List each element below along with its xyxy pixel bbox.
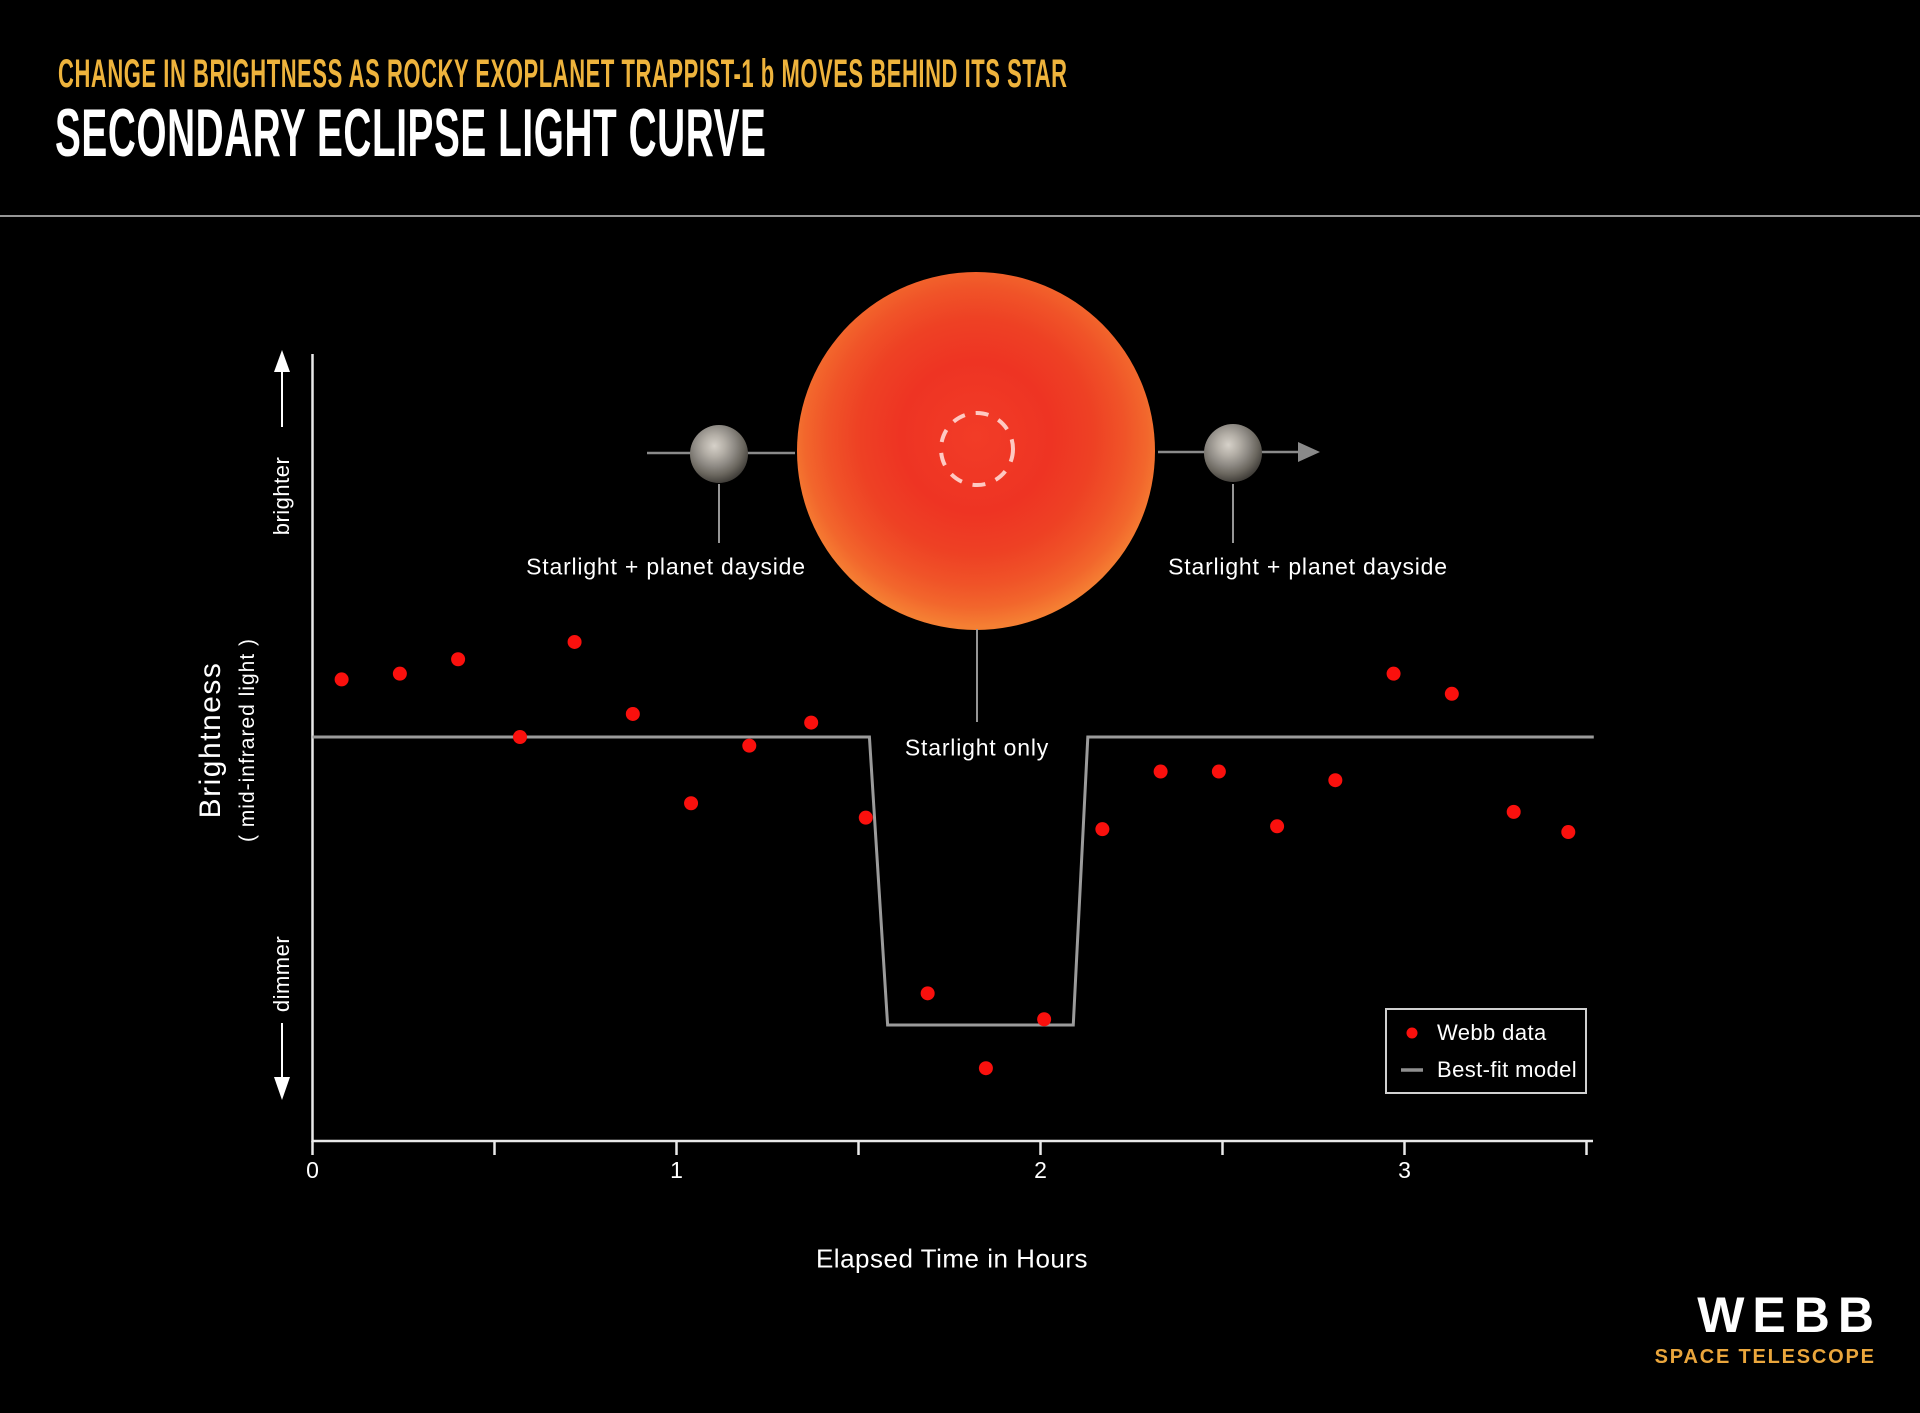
label-starlight-only: Starlight only [904, 734, 1050, 761]
webb-data-point [392, 666, 407, 681]
webb-data-point [1270, 819, 1285, 834]
webb-data-point [512, 730, 527, 744]
hidden-planet-dashed-circle-icon [939, 411, 1015, 487]
x-tick-label: 3 [1398, 1157, 1411, 1183]
webb-data-point [1506, 804, 1521, 819]
legend-item-webb-data: Webb data [1437, 1020, 1547, 1045]
webb-data-point [978, 1061, 993, 1076]
dimmer-arrow-icon [274, 1077, 290, 1100]
poster-title: SECONDARY ECLIPSE LIGHT CURVE [55, 95, 767, 171]
webb-data-point [334, 672, 349, 687]
webb-data-point [920, 986, 935, 1001]
webb-data-point [1153, 764, 1168, 779]
best-fit-model-line [312, 735, 1594, 1027]
webb-data-point [858, 810, 873, 825]
x-axis-title: Elapsed Time in Hours [815, 1243, 1089, 1274]
webb-data-point [1561, 825, 1576, 840]
x-tick-label: 0 [306, 1157, 319, 1183]
planet-left-icon [690, 425, 748, 483]
webb-data-point [567, 634, 582, 649]
y-axis-subtitle: ( mid-infrared light ) [236, 637, 259, 843]
webb-data-point [1095, 822, 1110, 837]
webb-data-point [684, 796, 699, 811]
legend-webb-dot-icon [1406, 1027, 1418, 1039]
webb-data-point [804, 715, 819, 730]
webb-data-point [742, 738, 757, 753]
webb-logo-title: WEBB [1697, 1287, 1882, 1343]
webb-logo-subtitle: SPACE TELESCOPE [1654, 1346, 1876, 1368]
legend-item-best-fit-model: Best-fit model [1437, 1057, 1578, 1082]
planet-right-icon [1204, 424, 1262, 482]
webb-data-point [1211, 764, 1226, 779]
poster-eyebrow: CHANGE IN BRIGHTNESS AS ROCKY EXOPLANET … [58, 52, 1068, 96]
webb-data-point [1328, 773, 1343, 788]
chart-series [312, 634, 1594, 1076]
label-starlight-planet-right: Starlight + planet dayside [1168, 553, 1448, 580]
x-tick-label: 2 [1034, 1157, 1047, 1183]
star-icon [797, 272, 1155, 630]
label-starlight-planet-left: Starlight + planet dayside [526, 553, 806, 580]
webb-data-point [1037, 1012, 1052, 1027]
x-tick-label: 1 [670, 1157, 683, 1183]
brighter-arrow-icon [274, 350, 290, 372]
orbit-arrowhead-icon [1298, 442, 1320, 462]
legend-box [1385, 1008, 1587, 1094]
webb-data-point [1444, 686, 1459, 701]
y-axis-brighter-label: brighter [269, 456, 294, 536]
webb-data-point [1386, 666, 1401, 681]
y-axis-title: Brightness [194, 661, 227, 819]
x-axis-ticks [311, 1141, 1588, 1155]
webb-data-point [451, 652, 466, 667]
webb-logo: WEBB SPACE TELESCOPE [1655, 1290, 1874, 1367]
webb-data-point [625, 706, 640, 721]
y-axis-dimmer-label: dimmer [269, 935, 294, 1013]
